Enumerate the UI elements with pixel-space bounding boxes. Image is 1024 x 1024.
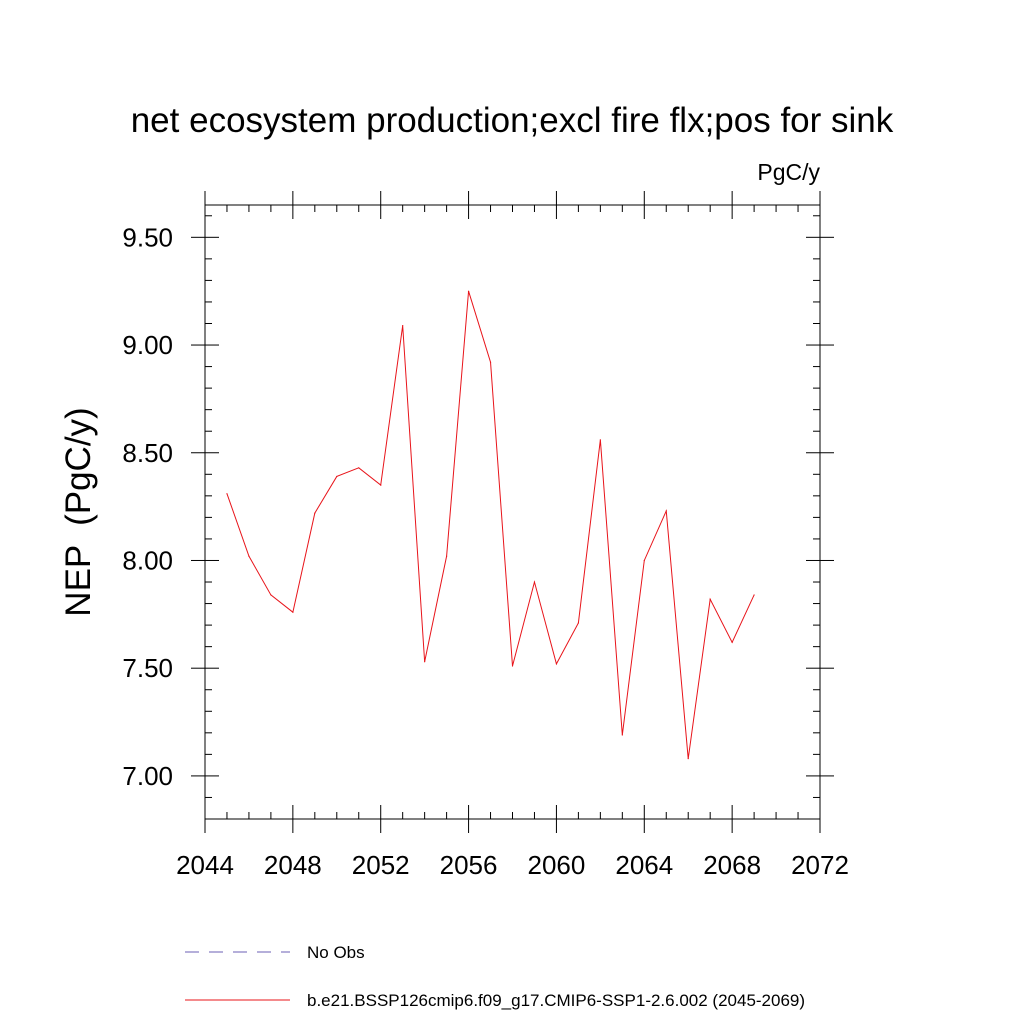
data-point — [336, 475, 338, 478]
x-tick-label: 2048 — [264, 850, 322, 880]
data-point — [226, 493, 228, 495]
y-tick-label: 8.00 — [122, 545, 173, 575]
data-point — [402, 325, 404, 327]
x-tick-label: 2068 — [703, 850, 761, 880]
data-point — [314, 512, 316, 514]
y-tick-label: 7.50 — [122, 653, 173, 683]
data-point — [643, 559, 645, 562]
data-point — [511, 665, 514, 667]
data-point — [577, 622, 579, 624]
legend-label-0: No Obs — [307, 943, 365, 962]
data-point — [621, 734, 623, 736]
x-tick-label: 2056 — [440, 850, 498, 880]
y-tick-label: 8.50 — [122, 438, 173, 468]
units-label: PgC/y — [757, 159, 820, 185]
y-tick-label: 7.00 — [122, 761, 173, 791]
data-point — [292, 611, 294, 613]
x-tick-label: 2072 — [791, 850, 849, 880]
data-point — [555, 663, 558, 665]
plot-frame — [204, 204, 821, 820]
data-point — [248, 555, 250, 557]
data-point — [467, 290, 470, 292]
x-tick-label: 2052 — [352, 850, 410, 880]
x-tick-label: 2064 — [615, 850, 673, 880]
data-point — [489, 361, 492, 363]
data-point — [709, 598, 711, 600]
data-point — [424, 661, 426, 663]
chart-title: net ecosystem production;excl fire flx;p… — [131, 101, 894, 140]
data-point — [599, 439, 601, 441]
data-point — [380, 484, 382, 486]
data-point — [358, 467, 360, 469]
data-point — [731, 641, 733, 643]
x-tick-label: 2044 — [176, 850, 234, 880]
data-point — [687, 758, 689, 760]
data-point — [270, 594, 272, 596]
data-point — [446, 555, 448, 557]
data-point — [753, 594, 755, 596]
x-tick-label: 2060 — [528, 850, 586, 880]
y-tick-label: 9.00 — [122, 330, 173, 360]
legend-label-1: b.e21.BSSP126cmip6.f09_g17.CMIP6-SSP1-2.… — [307, 991, 805, 1010]
plot-area: 2044 2048 2052 2056 2060 2064 2068 2072 7.00 7.50… — [122, 191, 849, 880]
data-point — [533, 581, 536, 583]
data-point — [665, 510, 667, 512]
y-axis-label: NEP (PgC/y) — [59, 407, 98, 616]
legend: No Obs b.e21.BSSP126cmip6.f09_g17.CMIP6-S… — [185, 943, 805, 1010]
y-tick-label: 9.50 — [122, 222, 173, 252]
series-line-1 — [226, 291, 755, 759]
